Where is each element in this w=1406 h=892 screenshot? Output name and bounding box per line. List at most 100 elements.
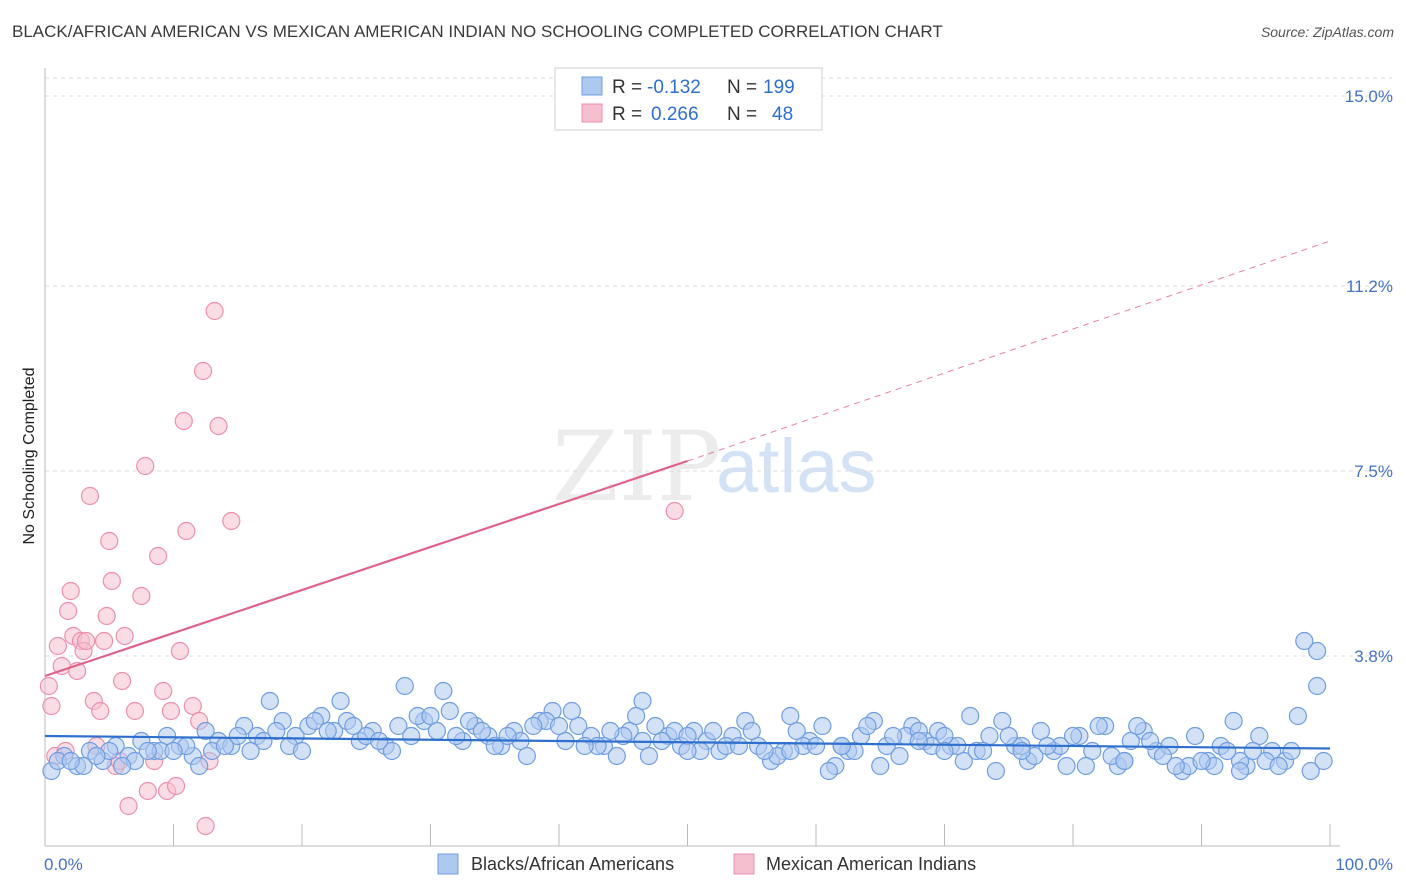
blue-point-17 <box>260 691 279 711</box>
correlation-legend: R = -0.132 N = 199 R = 0.266 N = 48 <box>554 67 823 131</box>
blue-point-58 <box>787 721 806 741</box>
pink-point-46 <box>222 511 241 531</box>
pink-point-13 <box>80 486 100 506</box>
blue-point-9 <box>157 726 177 746</box>
blue-point-169 <box>575 736 594 756</box>
legend-n-label-pink: N = <box>727 104 757 125</box>
trend-line-pink-extrapolated <box>687 240 1331 462</box>
blue-point-94 <box>1250 726 1269 746</box>
blue-point-136 <box>973 741 993 761</box>
blue-point-154 <box>190 756 209 776</box>
blue-point-181 <box>883 726 903 746</box>
blue-point-98 <box>1301 761 1320 781</box>
pink-point-20 <box>102 571 121 591</box>
blue-point-44 <box>607 746 626 766</box>
pink-point-31 <box>148 546 168 566</box>
blue-point-89 <box>1185 726 1205 746</box>
legend-r-label-pink: R = <box>612 104 642 125</box>
pink-point-19 <box>100 531 119 551</box>
pink-point-37 <box>174 411 193 431</box>
blue-point-192 <box>1166 756 1185 776</box>
y-axis-title: No Schooling Completed <box>21 368 38 545</box>
blue-point-194 <box>1218 741 1237 761</box>
blue-point-120 <box>562 701 581 721</box>
y-tick-label-2: 11.2% <box>1346 277 1393 296</box>
blue-point-150 <box>61 751 80 771</box>
bottom-legend-label-pink: Mexican American Indians <box>766 854 976 874</box>
pink-point-34 <box>161 701 181 721</box>
blue-point-180 <box>858 716 877 736</box>
blue-point-155 <box>215 736 234 756</box>
blue-point-175 <box>729 736 749 756</box>
pink-point-28 <box>136 456 155 476</box>
blue-point-162 <box>395 676 414 696</box>
blue-point-177 <box>781 741 800 761</box>
blue-point-198 <box>1308 676 1327 696</box>
blue-point-156 <box>241 741 260 761</box>
blue-point-167 <box>524 716 543 736</box>
blue-point-111 <box>331 691 350 711</box>
pink-point-38 <box>177 521 196 541</box>
legend-r-label-blue: R = <box>612 77 642 98</box>
blue-point-168 <box>549 716 569 736</box>
blue-point-165 <box>472 721 491 741</box>
pink-point-26 <box>125 701 145 721</box>
blue-point-195 <box>1243 741 1263 761</box>
blue-point-97 <box>1288 706 1307 726</box>
blue-point-107 <box>228 726 247 746</box>
blue-point-74 <box>993 711 1012 731</box>
blue-point-196 <box>1269 756 1288 776</box>
pink-point-32 <box>154 681 173 701</box>
trend-lines <box>44 240 1331 750</box>
blue-point-188 <box>1063 726 1083 746</box>
y-tick-label-1: 7.5% <box>1354 462 1393 481</box>
blue-point-66 <box>890 746 909 766</box>
blue-point-149 <box>1308 641 1327 661</box>
blue-point-110 <box>305 711 324 731</box>
series-blacks-african-americans <box>42 631 1333 781</box>
blue-point-151 <box>87 746 106 766</box>
blue-point-163 <box>421 706 440 726</box>
blue-point-203 <box>832 736 851 756</box>
blue-point-189 <box>1089 716 1108 736</box>
blue-point-158 <box>292 741 312 761</box>
blue-point-132 <box>871 756 890 776</box>
legend-n-value-blue: 199 <box>763 77 795 98</box>
pink-point-25 <box>119 796 138 816</box>
pink-point-18 <box>97 606 116 626</box>
pink-point-44 <box>205 301 224 321</box>
bottom-legend-swatch-pink <box>733 853 755 875</box>
pink-point-0 <box>39 676 58 696</box>
blue-point-152 <box>112 756 132 776</box>
pink-point-35 <box>166 776 186 796</box>
blue-point-193 <box>1192 751 1211 771</box>
blue-point-99 <box>1314 751 1333 771</box>
blue-point-12 <box>196 721 215 741</box>
blue-point-115 <box>434 681 453 701</box>
blue-point-37 <box>517 746 536 766</box>
pink-point-41 <box>193 361 213 381</box>
trend-line-pink <box>44 459 688 678</box>
pink-point-36 <box>170 641 190 661</box>
blue-point-60 <box>813 716 832 736</box>
y-tick-label-0: 3.8% <box>1354 647 1393 666</box>
blue-point-185 <box>986 761 1006 781</box>
watermark-atlas: atlas <box>716 424 877 509</box>
legend-swatch-blue <box>581 76 603 96</box>
blue-point-79 <box>1057 756 1076 776</box>
x-tick-label-min: 0.0% <box>44 855 83 874</box>
blue-point-153 <box>138 741 157 761</box>
grid-lines <box>45 77 1392 657</box>
blue-point-197 <box>1295 631 1314 651</box>
pink-point-12 <box>77 631 96 651</box>
pink-point-39 <box>183 696 202 716</box>
source-credit: Source: ZipAtlas.com <box>1260 24 1394 40</box>
blue-point-160 <box>344 716 363 736</box>
blue-point-28 <box>402 726 421 746</box>
legend-swatch-pink <box>581 103 603 123</box>
blue-point-205 <box>935 741 954 761</box>
blue-point-92 <box>1224 711 1243 731</box>
trend-line-blue <box>44 734 1331 750</box>
watermark-zip: ZIP <box>552 411 721 523</box>
